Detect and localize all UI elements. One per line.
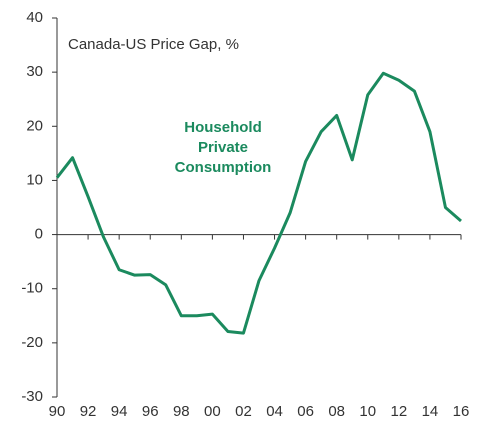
x-tick-label: 04	[266, 403, 283, 420]
y-tick-label: 30	[26, 63, 43, 80]
x-tick-label: 02	[235, 403, 252, 420]
x-tick-label: 16	[453, 403, 470, 420]
x-tick-label: 14	[422, 403, 439, 420]
y-tick-label: 20	[26, 117, 43, 134]
y-tick-label: 40	[26, 9, 43, 26]
x-tick-label: 90	[49, 403, 66, 420]
y-tick-label: 0	[35, 226, 43, 243]
x-tick-label: 08	[328, 403, 345, 420]
x-tick-label: 00	[204, 403, 221, 420]
x-tick-label: 10	[359, 403, 376, 420]
y-tick-label: -20	[21, 334, 43, 351]
x-tick-label: 92	[80, 403, 97, 420]
x-tick-label: 98	[173, 403, 190, 420]
series-label: Household Private Consumption	[174, 119, 272, 176]
x-tick-label: 96	[142, 403, 159, 420]
annotation: Canada-US Price Gap, %	[68, 36, 239, 53]
series-line	[55, 71, 462, 335]
x-tick-label: 94	[111, 403, 128, 420]
y-tick-label: -30	[21, 388, 43, 405]
y-tick-label: 10	[26, 171, 43, 188]
x-tick-label: 06	[297, 403, 314, 420]
x-tick-label: 12	[391, 403, 408, 420]
y-tick-label: -10	[21, 280, 43, 297]
